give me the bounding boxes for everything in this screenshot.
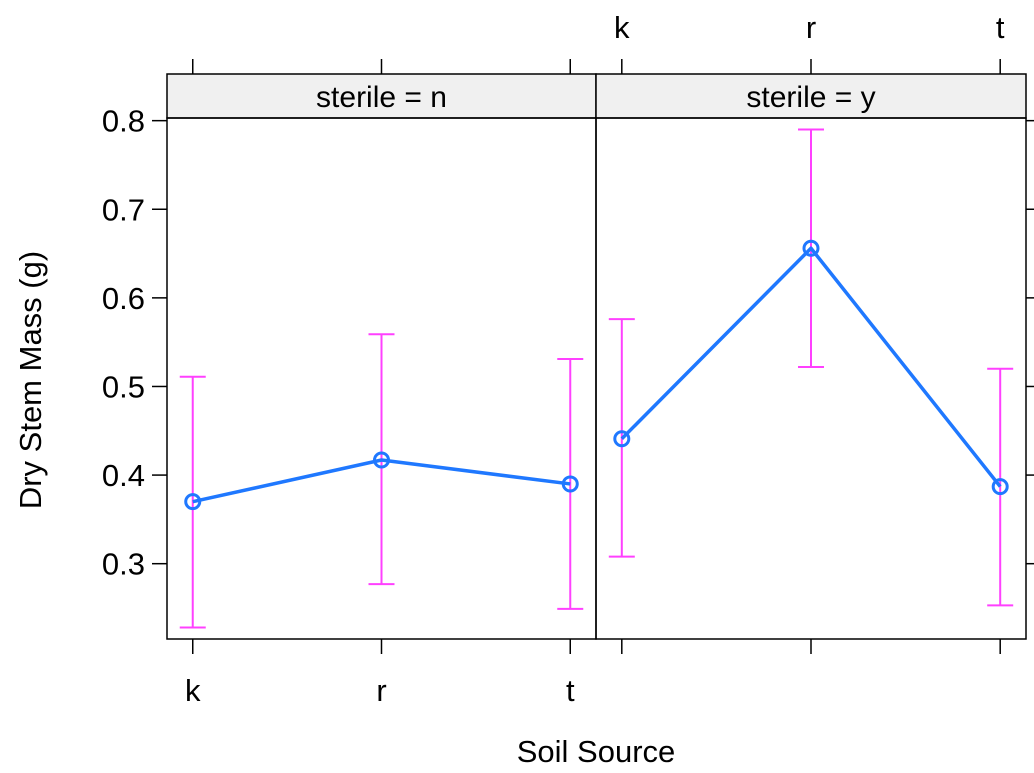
y-tick-label: 0.5	[102, 369, 145, 404]
x-tick-label: r	[376, 673, 386, 708]
data-point	[184, 493, 202, 511]
panel-2: sterile = y k r t	[595, 10, 1027, 654]
x-axis-title: Soil Source	[517, 734, 676, 769]
panel-strip-label: sterile = n	[316, 81, 447, 114]
x-tick-label-top: k	[614, 10, 630, 45]
series-line	[192, 458, 571, 504]
panel-strip	[166, 73, 597, 119]
panel-1: sterile = n k r t	[166, 59, 597, 708]
data-point	[802, 239, 820, 257]
panels-layer: sterile = n k r t sterile = y k r t 0.3 0.4 0.5 0.6…	[102, 10, 1034, 708]
data-point	[373, 451, 390, 469]
y-axis-title: Dry Stem Mass (g)	[13, 251, 48, 509]
y-tick-label: 0.4	[102, 458, 145, 493]
data-point	[561, 475, 579, 493]
x-tick-label-top: t	[996, 10, 1005, 45]
y-tick-label: 0.8	[102, 104, 145, 139]
data-point	[991, 478, 1009, 496]
y-tick-label: 0.7	[102, 192, 145, 227]
y-tick-label: 0.6	[102, 281, 145, 316]
x-tick-label: t	[566, 673, 575, 708]
x-tick-label: k	[185, 673, 201, 708]
y-tick-label: 0.3	[102, 547, 145, 582]
x-tick-label-top: r	[806, 10, 816, 45]
panel-strip	[595, 73, 1027, 119]
panel-strip-label: sterile = y	[746, 81, 875, 114]
series-line	[620, 246, 1002, 488]
data-point	[613, 430, 631, 448]
